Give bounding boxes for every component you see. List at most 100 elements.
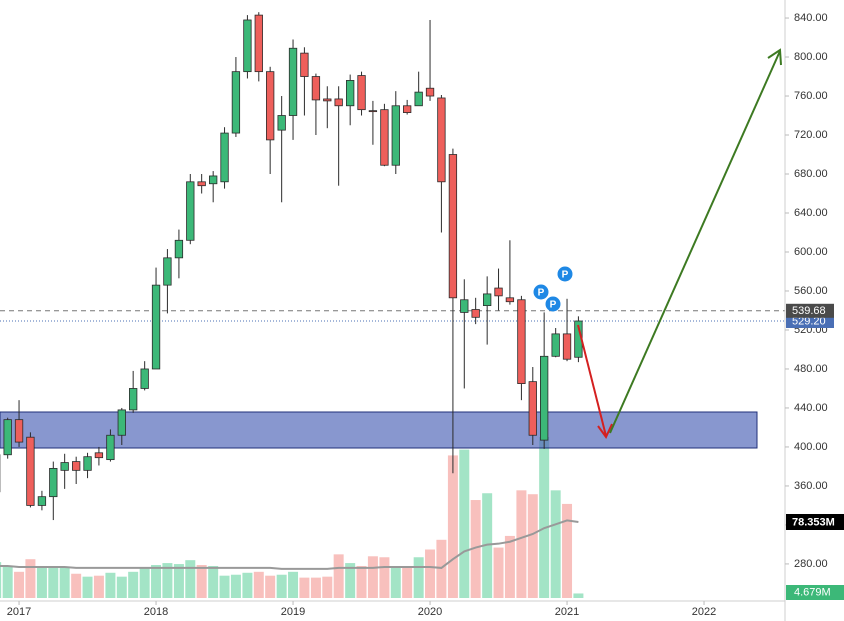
- volume-bar: [25, 559, 36, 598]
- x-tick-label: 2019: [281, 606, 305, 618]
- candle-body: [517, 299, 526, 384]
- volume-bar: [242, 572, 253, 598]
- x-tick-label: 2022: [692, 606, 716, 618]
- candle-body: [151, 284, 161, 370]
- volume-bar: [230, 574, 241, 598]
- volume-bar: [93, 575, 104, 598]
- volume-bar: [356, 565, 367, 598]
- volume-bar: [459, 449, 470, 598]
- x-tick-label: 2021: [555, 606, 579, 618]
- marker: P: [557, 266, 573, 282]
- marker-label: P: [562, 270, 569, 281]
- volume-bar: [413, 557, 424, 598]
- volume-bar: [493, 547, 504, 598]
- volume-bar: [265, 575, 276, 598]
- marker: P: [545, 296, 561, 312]
- volume-layer: [0, 436, 584, 598]
- volume-bar: [345, 563, 356, 598]
- volume-bar: [527, 494, 538, 598]
- volume-bar: [447, 455, 458, 598]
- candle-body: [391, 105, 400, 166]
- candle-body: [83, 456, 92, 471]
- candle-body: [494, 287, 503, 297]
- volume-bar: [59, 566, 70, 598]
- volume-bar: [573, 593, 584, 598]
- volume-bar: [379, 557, 390, 598]
- volume-label: 4.679M: [794, 586, 831, 598]
- volume-bar: [550, 490, 561, 598]
- y-tick-label: 360.00: [794, 480, 828, 492]
- volume-ma-label-box: [786, 513, 844, 530]
- candle-body: [254, 14, 263, 73]
- volume-bar: [425, 549, 436, 598]
- candle-body: [3, 419, 12, 456]
- candle-body: [311, 76, 321, 101]
- candle-body: [357, 75, 366, 111]
- volume-bar: [128, 571, 139, 598]
- candle-body: [300, 52, 309, 77]
- candle-body: [425, 87, 435, 97]
- candle-body: [414, 91, 423, 107]
- volume-label-box: [786, 585, 844, 600]
- volume-bar: [299, 577, 310, 598]
- candle-layer: [0, 12, 583, 521]
- y-tick-label: 480.00: [794, 363, 828, 375]
- volume-ma-line: [0, 519, 579, 570]
- red-arrow: [577, 324, 613, 439]
- price-label-box: [786, 303, 834, 318]
- y-tick-label: 680.00: [794, 168, 828, 180]
- candle-body: [197, 181, 206, 187]
- candle-body: [288, 47, 298, 116]
- y-tick-label: 640.00: [794, 207, 828, 219]
- green-arrow: [609, 48, 782, 434]
- marker-label: P: [538, 288, 545, 299]
- candle-body: [346, 80, 355, 107]
- candle-body: [277, 115, 286, 131]
- volume-bar: [82, 576, 93, 598]
- volume-bar: [173, 564, 184, 598]
- candle-body: [174, 239, 184, 259]
- volume-bar: [14, 571, 25, 598]
- candle-body: [448, 154, 458, 299]
- candle-body: [140, 368, 149, 389]
- volume-bar: [402, 565, 413, 598]
- volume-bar: [151, 565, 162, 598]
- volume-bar: [367, 556, 378, 598]
- y-tick-label: 840.00: [794, 12, 828, 24]
- marker: P: [533, 284, 549, 300]
- candle-body: [163, 257, 172, 286]
- candle-body: [106, 434, 115, 461]
- volume-bar: [310, 577, 321, 598]
- x-tick-label: 2017: [7, 606, 31, 618]
- candle-body: [540, 355, 549, 441]
- volume-bar: [48, 565, 59, 598]
- volume-bar: [2, 565, 13, 598]
- candle-body: [528, 381, 537, 436]
- candle-body: [14, 419, 24, 443]
- volume-bar: [470, 500, 481, 598]
- volume-bar: [322, 576, 333, 598]
- y-tick-label: 800.00: [794, 51, 828, 63]
- volume-bar: [504, 535, 515, 598]
- candle-body: [551, 333, 560, 357]
- candle-body: [220, 132, 229, 183]
- candle-body: [471, 309, 480, 318]
- volume-ma-label: 78.353M: [792, 516, 835, 528]
- candle-body: [505, 297, 515, 303]
- candle-body: [186, 181, 195, 241]
- y-tick-label: 560.00: [794, 285, 828, 297]
- volume-bar: [36, 565, 47, 598]
- volume-bar: [390, 565, 401, 598]
- volume-bar: [71, 573, 82, 598]
- volume-bar: [105, 572, 116, 598]
- price-label: 539.68: [792, 305, 826, 317]
- y-tick-label: 440.00: [794, 402, 828, 414]
- candle-body: [117, 409, 126, 436]
- candle-body: [231, 71, 241, 134]
- price-label: 529.20: [792, 315, 826, 327]
- marker-label: P: [550, 300, 557, 311]
- candle-body: [403, 105, 412, 113]
- y-tick-label: 280.00: [794, 558, 828, 570]
- volume-bar: [276, 574, 287, 598]
